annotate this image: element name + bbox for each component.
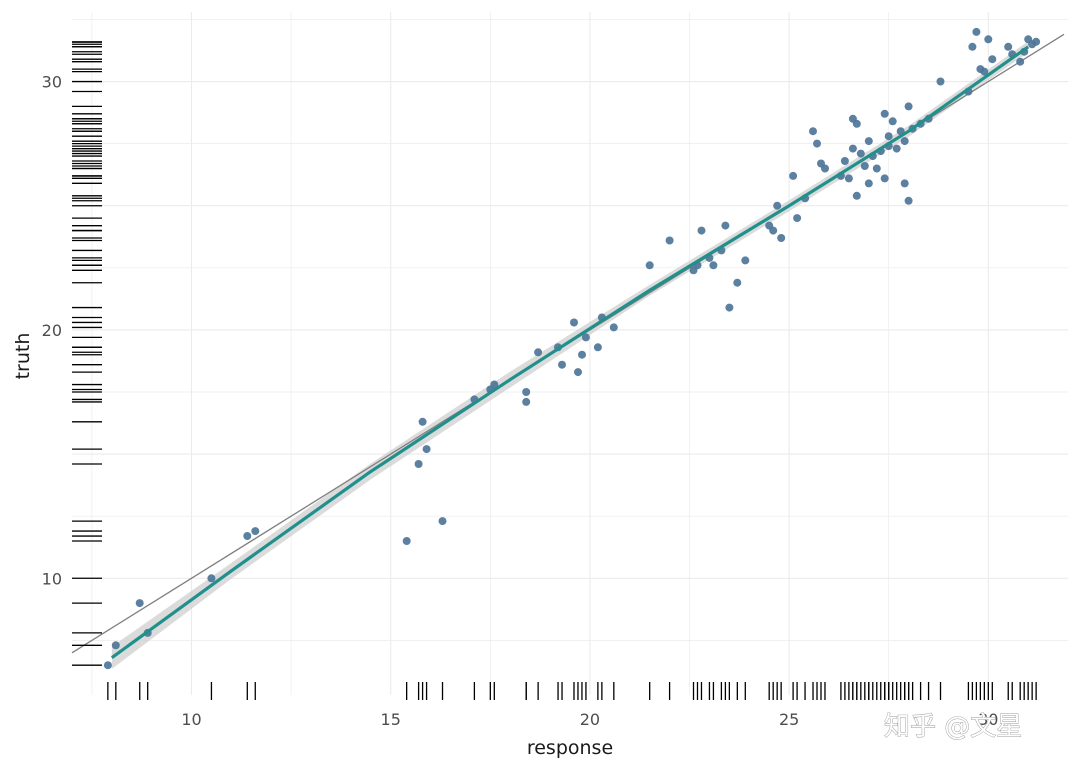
data-point (609, 323, 618, 332)
y-axis-title: truth (12, 333, 34, 380)
y-tick-labels: 10 20 30 (42, 73, 62, 589)
data-point (872, 164, 881, 173)
data-point (593, 343, 602, 352)
data-point (809, 127, 817, 136)
x-tick-label: 15 (381, 710, 401, 729)
data-point (522, 397, 531, 406)
data-point (414, 460, 423, 468)
data-point (840, 157, 849, 165)
data-point (438, 517, 447, 526)
data-point (936, 77, 945, 86)
y-tick-label: 30 (42, 73, 62, 92)
data-point (422, 445, 431, 454)
data-point (103, 661, 112, 670)
data-point (490, 380, 499, 389)
data-point (856, 149, 865, 158)
data-point (900, 137, 909, 146)
data-point (243, 532, 252, 540)
data-point (777, 234, 786, 242)
data-point (721, 221, 730, 230)
data-point (852, 191, 861, 200)
data-point (697, 226, 706, 235)
data-point (968, 42, 977, 51)
data-point (888, 117, 897, 126)
data-point (988, 55, 997, 64)
y-tick-label: 20 (42, 321, 62, 340)
x-rug (107, 682, 1037, 700)
watermark: 知乎 @文星 (884, 712, 1022, 742)
data-point (884, 132, 893, 141)
data-point (522, 388, 531, 396)
data-point (581, 333, 590, 342)
data-point (1032, 37, 1041, 46)
data-point (793, 214, 802, 223)
data-point (773, 201, 782, 210)
data-point (904, 102, 913, 111)
data-point (402, 537, 411, 545)
data-point (558, 360, 566, 369)
data-point (534, 348, 543, 357)
data-point (880, 174, 889, 183)
x-tick-label: 30 (978, 710, 998, 729)
data-point (813, 139, 821, 148)
data-point (864, 137, 873, 146)
grid-lines (72, 12, 1068, 695)
data-point (844, 174, 853, 183)
data-point (904, 196, 913, 205)
x-tick-label: 10 (181, 710, 201, 729)
data-point (570, 318, 578, 327)
data-point (574, 368, 582, 377)
data-point (980, 67, 989, 76)
smooth-fit-line (110, 45, 1030, 659)
data-points (103, 27, 1041, 670)
data-point (733, 278, 742, 287)
data-point (135, 599, 144, 608)
data-point (578, 350, 586, 359)
data-point (984, 35, 993, 44)
data-point (665, 236, 674, 245)
y-tick-label: 10 (42, 569, 62, 588)
x-tick-labels: 10 15 20 25 30 (181, 710, 998, 729)
x-axis-title: response (527, 737, 613, 759)
data-point (864, 179, 873, 188)
data-point (741, 256, 750, 265)
data-point (725, 303, 734, 312)
data-point (972, 27, 981, 36)
data-point (789, 171, 798, 180)
data-point (1016, 57, 1025, 66)
data-point (1004, 42, 1013, 51)
x-tick-label: 20 (580, 710, 600, 729)
data-point (848, 144, 857, 153)
x-tick-label: 25 (779, 710, 799, 729)
data-point (111, 641, 120, 650)
data-point (852, 119, 861, 128)
data-point (251, 527, 260, 536)
data-point (900, 179, 909, 188)
data-point (709, 261, 718, 270)
data-point (821, 164, 829, 173)
data-point (880, 109, 889, 118)
data-point (207, 574, 216, 583)
data-point (892, 144, 901, 153)
data-point (860, 162, 869, 170)
data-point (769, 226, 778, 235)
y-rug (72, 41, 102, 666)
data-point (418, 417, 427, 426)
data-point (645, 261, 654, 270)
